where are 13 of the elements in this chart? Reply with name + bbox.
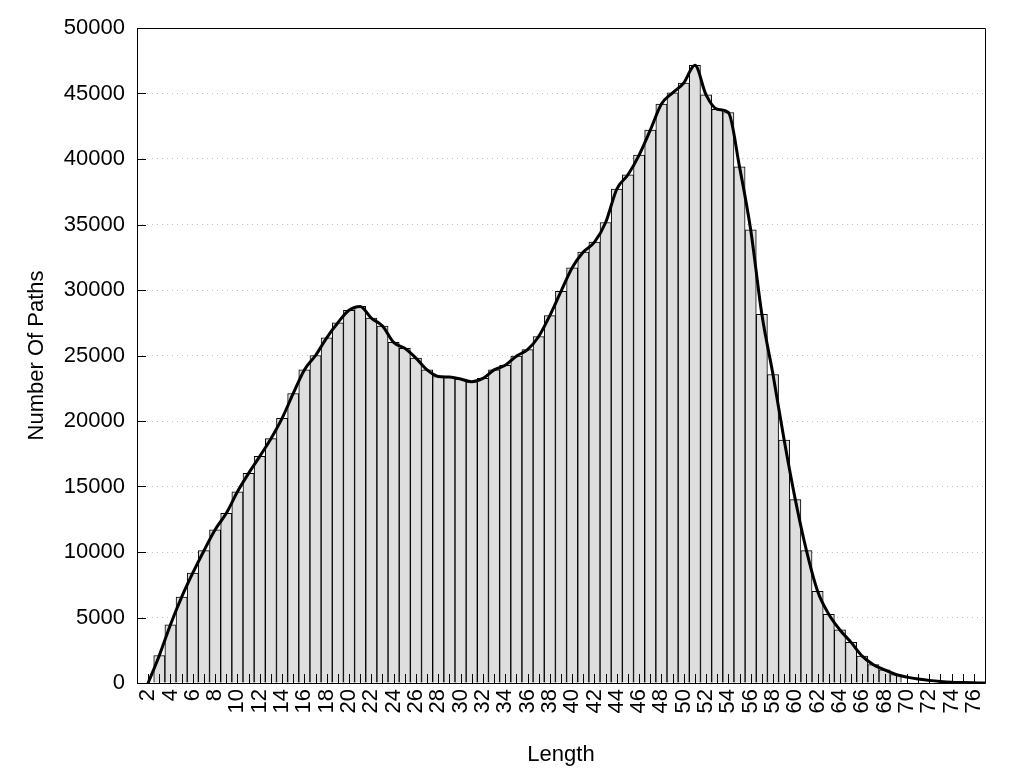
y-tick-label: 25000 [63,341,125,367]
y-tick-label: 20000 [63,407,125,433]
y-tick-label: 5000 [76,603,125,629]
y-tick-label: 35000 [63,210,125,236]
y-tick-label: 45000 [63,79,125,105]
y-tick-label: 0 [112,669,125,695]
y-tick-label: 50000 [63,14,125,40]
y-tick-label: 15000 [63,472,125,498]
y-axis-title: Number Of Paths [23,270,49,441]
y-tick-label: 40000 [63,145,125,171]
y-tick-label: 10000 [63,538,125,564]
y-tick-label: 30000 [63,276,125,302]
x-axis-title: Length [527,740,595,766]
